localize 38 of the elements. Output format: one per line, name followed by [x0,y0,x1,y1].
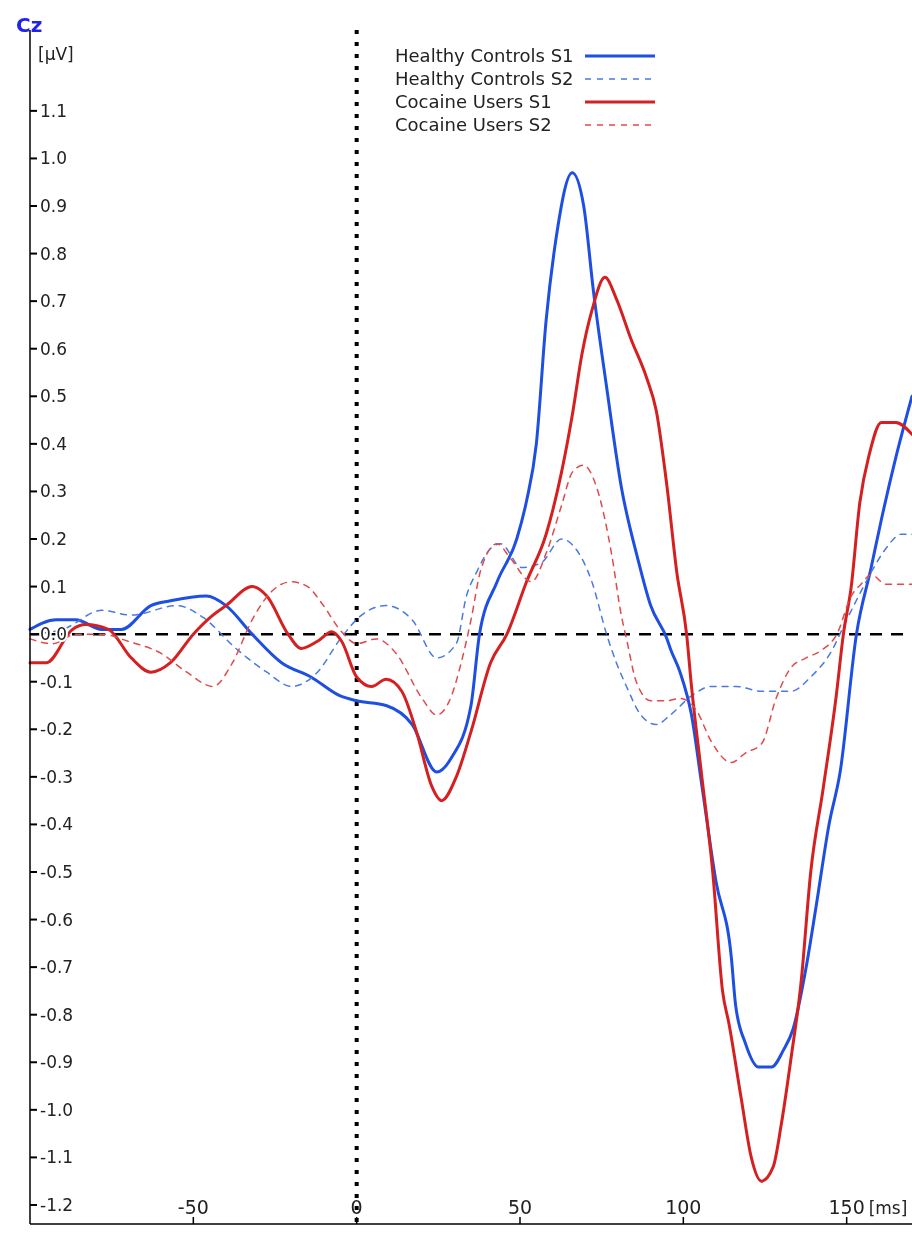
x-tick-label: 100 [665,1196,702,1218]
y-tick-label: -0.4 [40,814,74,835]
y-tick-label: 0.8 [40,243,68,264]
legend-label: Cocaine Users S2 [395,114,552,136]
y-tick-label: 0.9 [40,195,68,216]
x-axis-title: [ms] [868,1198,908,1218]
y-tick-label: 0.1 [40,576,68,597]
y-tick-label: -1.1 [40,1147,74,1168]
line-series [28,171,912,1069]
y-tick-label: 1.0 [40,148,68,169]
y-tick-label: -1.2 [40,1194,74,1215]
x-tick-label: 0 [350,1196,363,1218]
legend-label: Healthy Controls S1 [395,45,574,67]
y-tick-label: -0.3 [40,766,74,787]
y-axis-title: [µV] [38,44,74,64]
y-tick-label: 0.3 [40,481,68,502]
y-tick-label: 0.7 [40,291,68,312]
x-tick-label: 150 [828,1196,865,1218]
y-tick-label: 1.1 [40,100,68,121]
y-tick-label: 0.6 [40,338,68,359]
y-tick-label: 0.4 [40,433,68,454]
y-tick-label: -0.2 [40,719,74,740]
y-tick-label: -0.1 [40,671,74,692]
y-tick-label: -0.7 [40,957,74,978]
y-tick-label: -0.9 [40,1052,74,1073]
line-series [29,464,912,764]
y-tick-label: 0.2 [40,528,68,549]
y-tick-label: -0.8 [40,1004,74,1025]
x-tick-label: 50 [507,1196,533,1218]
y-tick-label: -0.5 [40,861,74,882]
legend-label: Cocaine Users S1 [395,91,552,113]
x-tick-label: -50 [177,1196,209,1218]
y-tick-label: 0.5 [40,386,68,407]
chart-title: Cz [16,13,43,37]
y-tick-label: -1.0 [40,1099,74,1120]
y-tick-label: -0.6 [40,909,74,930]
legend-label: Healthy Controls S2 [395,68,574,90]
line-series [28,275,912,1183]
